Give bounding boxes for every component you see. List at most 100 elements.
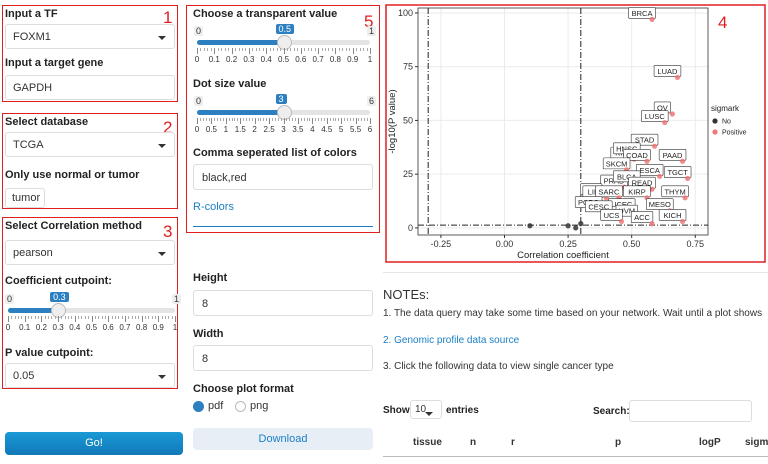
- slider-minor-tick: [18, 316, 20, 319]
- point: [685, 175, 691, 182]
- slider-minor-tick: [21, 316, 23, 319]
- height-input[interactable]: 8: [193, 290, 373, 316]
- slider-minor-tick: [361, 118, 363, 121]
- column-header[interactable]: sigma: [745, 437, 768, 448]
- note-link[interactable]: 2. Genomic profile data source: [383, 335, 520, 346]
- slider-minor-tick: [205, 118, 207, 121]
- column-header[interactable]: p: [615, 437, 622, 448]
- slider-minor-tick: [304, 48, 306, 51]
- slider-minor-tick: [349, 118, 351, 121]
- database-select[interactable]: TCGA: [5, 132, 175, 157]
- slider-tick-label: 0.4: [69, 323, 81, 332]
- slider-minor-tick: [286, 48, 288, 51]
- slider-tick: [175, 316, 176, 322]
- pval-select[interactable]: 0.05: [5, 363, 175, 388]
- slider-minor-tick: [114, 316, 116, 319]
- sample-tag[interactable]: tumor: [5, 188, 45, 208]
- field-label: Input a target gene: [5, 57, 104, 69]
- slider-tick: [352, 48, 354, 54]
- slider-minor-tick: [28, 316, 30, 319]
- search-input[interactable]: [629, 400, 752, 422]
- slider-minor-tick: [321, 48, 323, 51]
- field-label: Height: [193, 272, 228, 284]
- radio[interactable]: [193, 401, 204, 412]
- point-label: SARC: [599, 187, 620, 196]
- method-select[interactable]: pearson: [5, 240, 175, 265]
- legend-swatch: [712, 129, 718, 135]
- panel-number: 5: [364, 12, 374, 31]
- slider-minor-tick: [200, 48, 202, 51]
- point: [565, 223, 571, 229]
- x-tick-label: -0.25: [431, 239, 452, 249]
- point: [644, 158, 650, 164]
- point-label: ACC: [634, 213, 650, 222]
- slider-minor-tick: [231, 118, 233, 121]
- slider-tick: [214, 48, 216, 54]
- slider-minor-tick: [293, 48, 295, 51]
- column-header[interactable]: r: [511, 437, 515, 448]
- slider-minor-tick: [51, 316, 53, 319]
- panel-border: [417, 7, 709, 236]
- notes-title: NOTEs:: [383, 287, 430, 302]
- slider-minor-tick: [171, 316, 173, 319]
- slider-minor-tick: [238, 48, 240, 51]
- legend-swatch: [712, 118, 718, 124]
- slider-minor-tick: [286, 118, 288, 121]
- width-input[interactable]: 8: [193, 345, 373, 371]
- legend-label: Positive: [722, 130, 747, 137]
- point-label: SKCM: [606, 159, 628, 168]
- slider-minor-tick: [363, 48, 365, 51]
- label-box: [658, 148, 687, 161]
- slider-tick-label: 1.5: [234, 125, 246, 134]
- slider-minor-tick: [207, 48, 209, 51]
- label-box: [630, 211, 654, 223]
- plot-box: [385, 4, 766, 263]
- slider-minor-tick: [295, 118, 297, 121]
- slider-minor-tick: [257, 118, 259, 121]
- panel-box: [2, 113, 178, 209]
- slider-minor-tick: [248, 118, 250, 121]
- slider-tick-label: 0.8: [329, 55, 341, 64]
- slider-tick-label: 2.5: [263, 125, 275, 134]
- slider-minor-tick: [266, 118, 268, 121]
- slider-minor-tick: [309, 118, 311, 121]
- slider-minor-tick: [364, 118, 366, 121]
- slider-minor-tick: [38, 316, 40, 319]
- slider-minor-tick: [154, 316, 156, 319]
- tf-select[interactable]: FOXM1: [5, 24, 175, 49]
- column-header[interactable]: logP: [699, 437, 721, 448]
- slider-minor-tick: [289, 118, 291, 121]
- label-box: [661, 185, 689, 198]
- radio[interactable]: [235, 401, 246, 412]
- slider-minor-tick: [273, 48, 275, 51]
- slider-tick-label: 4: [310, 125, 315, 134]
- entries-label: entries: [446, 405, 479, 416]
- divider: [383, 272, 768, 273]
- slider-minor-tick: [292, 118, 294, 121]
- length-select[interactable]: 10: [410, 400, 442, 419]
- point: [651, 143, 658, 149]
- slider-minor-tick: [332, 118, 334, 121]
- slider-max: 6: [367, 96, 377, 106]
- slider-tick: [283, 118, 285, 124]
- table-header: tissue n r p logP sigma: [383, 432, 768, 457]
- slider-minor-tick: [274, 118, 276, 121]
- point-label: MESO: [649, 200, 671, 209]
- slider-track: [8, 308, 175, 313]
- go-button[interactable]: Go!: [5, 432, 183, 455]
- column-header[interactable]: tissue: [413, 437, 442, 448]
- slider-minor-tick: [151, 316, 153, 319]
- slider-tick: [197, 48, 198, 54]
- point: [662, 119, 668, 126]
- slider-tick-label: 0: [5, 323, 11, 332]
- slider-minor-tick: [148, 316, 150, 319]
- slider-tick-label: 0.6: [295, 55, 307, 64]
- column-header[interactable]: n: [470, 437, 477, 448]
- slider-tick: [24, 316, 26, 322]
- colors-input[interactable]: black,red: [193, 164, 373, 190]
- slider-minor-tick: [342, 48, 344, 51]
- field-label: Only use normal or tumor: [5, 169, 140, 181]
- gene-input[interactable]: GAPDH: [5, 75, 175, 100]
- download-button[interactable]: Download: [193, 428, 373, 450]
- r-colors-link[interactable]: R-colors: [193, 201, 234, 213]
